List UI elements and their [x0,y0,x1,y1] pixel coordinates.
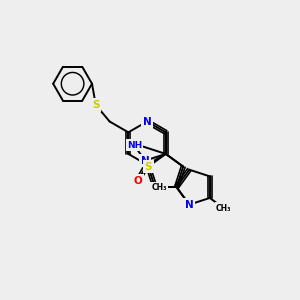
Text: O: O [134,176,142,186]
Text: N: N [141,156,150,166]
Text: S: S [145,162,152,172]
Text: NH: NH [127,141,142,150]
Text: CH₃: CH₃ [216,204,232,213]
Text: N: N [143,116,152,127]
Text: N: N [185,200,194,210]
Text: CH₃: CH₃ [152,183,167,192]
Text: S: S [92,100,100,110]
